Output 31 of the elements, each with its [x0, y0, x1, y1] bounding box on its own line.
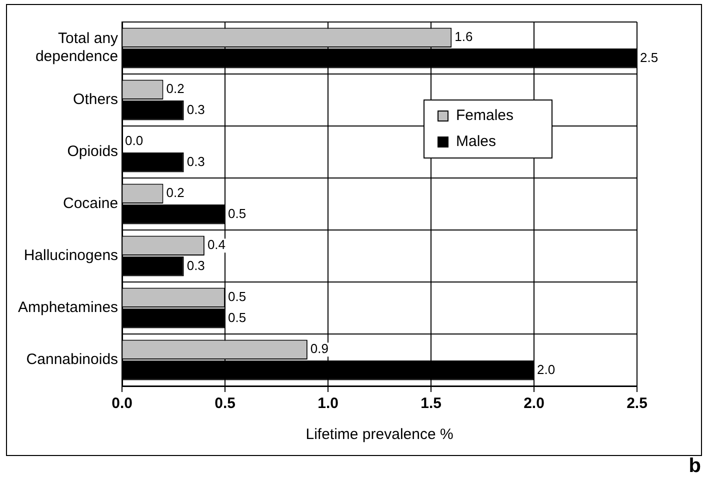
data-label: 0.2	[166, 81, 184, 96]
data-label: 0.2	[166, 185, 184, 200]
y-tick-label: Others	[73, 91, 118, 108]
data-label: 2.5	[640, 50, 658, 65]
y-tick-label: Total any dependence	[35, 30, 119, 66]
x-tick-label: 1.0	[318, 395, 338, 412]
text: b	[688, 455, 701, 478]
legend-label: Males	[456, 133, 496, 150]
data-label: 0.5	[228, 289, 246, 304]
x-axis-title: Lifetime prevalence %	[306, 426, 454, 444]
data-label: 0.9	[310, 341, 329, 356]
y-tick-label: Hallucinogens	[24, 247, 118, 264]
x-tick-label: 0.0	[112, 395, 132, 412]
data-label: 0.5	[228, 310, 246, 325]
data-label: 0.3	[186, 154, 205, 169]
data-label: 0.5	[228, 206, 246, 221]
y-tick-label: Cocaine	[63, 195, 118, 212]
data-label: 1.6	[454, 29, 473, 44]
y-tick-label: Cannabinoids	[26, 351, 118, 368]
x-tick-label: 0.5	[214, 395, 236, 412]
x-tick-label: 2.5	[626, 395, 648, 412]
data-label: 0.3	[186, 258, 205, 273]
x-tick-label: 2.0	[524, 395, 544, 412]
data-label: 0.3	[186, 102, 205, 117]
legend-label: Females	[456, 107, 514, 124]
data-label: 0.0	[125, 133, 144, 148]
x-tick-label: 1.5	[420, 395, 442, 412]
data-label: 2.0	[537, 362, 556, 377]
data-label: 0.4	[207, 237, 226, 252]
y-tick-label: Opioids	[67, 143, 118, 160]
y-tick-label: Amphetamines	[18, 299, 118, 316]
